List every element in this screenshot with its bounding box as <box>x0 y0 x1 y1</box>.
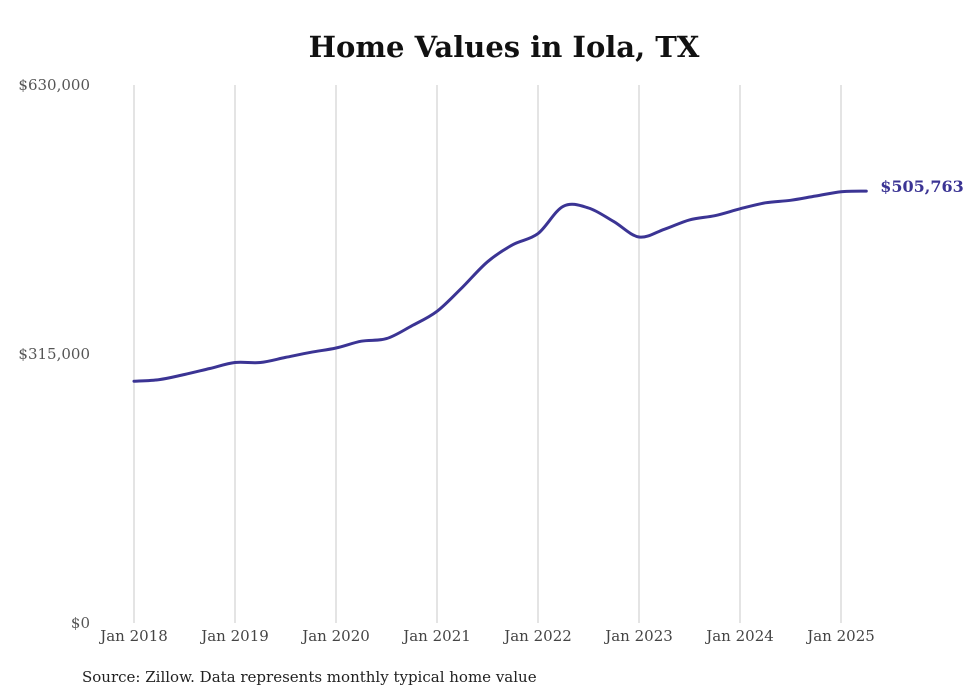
x-tick-label: Jan 2021 <box>401 627 471 645</box>
home-value-line <box>132 189 868 383</box>
x-axis: Jan 2018 Jan 2019 Jan 2020 Jan 2021 Jan 2022… <box>98 627 875 645</box>
x-tick-label: Jan 2018 <box>98 627 168 645</box>
y-tick-label: $0 <box>71 614 90 632</box>
x-tick-label: Jan 2023 <box>603 627 673 645</box>
x-tick-label: Jan 2024 <box>704 627 774 645</box>
x-tick-label: Jan 2020 <box>300 627 370 645</box>
y-axis: $0 $315,000 $630,000 <box>18 76 90 632</box>
source-note: Source: Zillow. Data represents monthly … <box>82 668 537 686</box>
y-tick-label: $315,000 <box>18 345 90 363</box>
x-tick-label: Jan 2022 <box>502 627 572 645</box>
x-tick-label: Jan 2025 <box>805 627 875 645</box>
grid-lines <box>133 85 842 623</box>
latest-value-label: $505,763 <box>880 177 964 196</box>
x-tick-label: Jan 2019 <box>199 627 269 645</box>
y-tick-label: $630,000 <box>18 76 90 94</box>
chart-title: Home Values in Iola, TX <box>308 30 700 64</box>
